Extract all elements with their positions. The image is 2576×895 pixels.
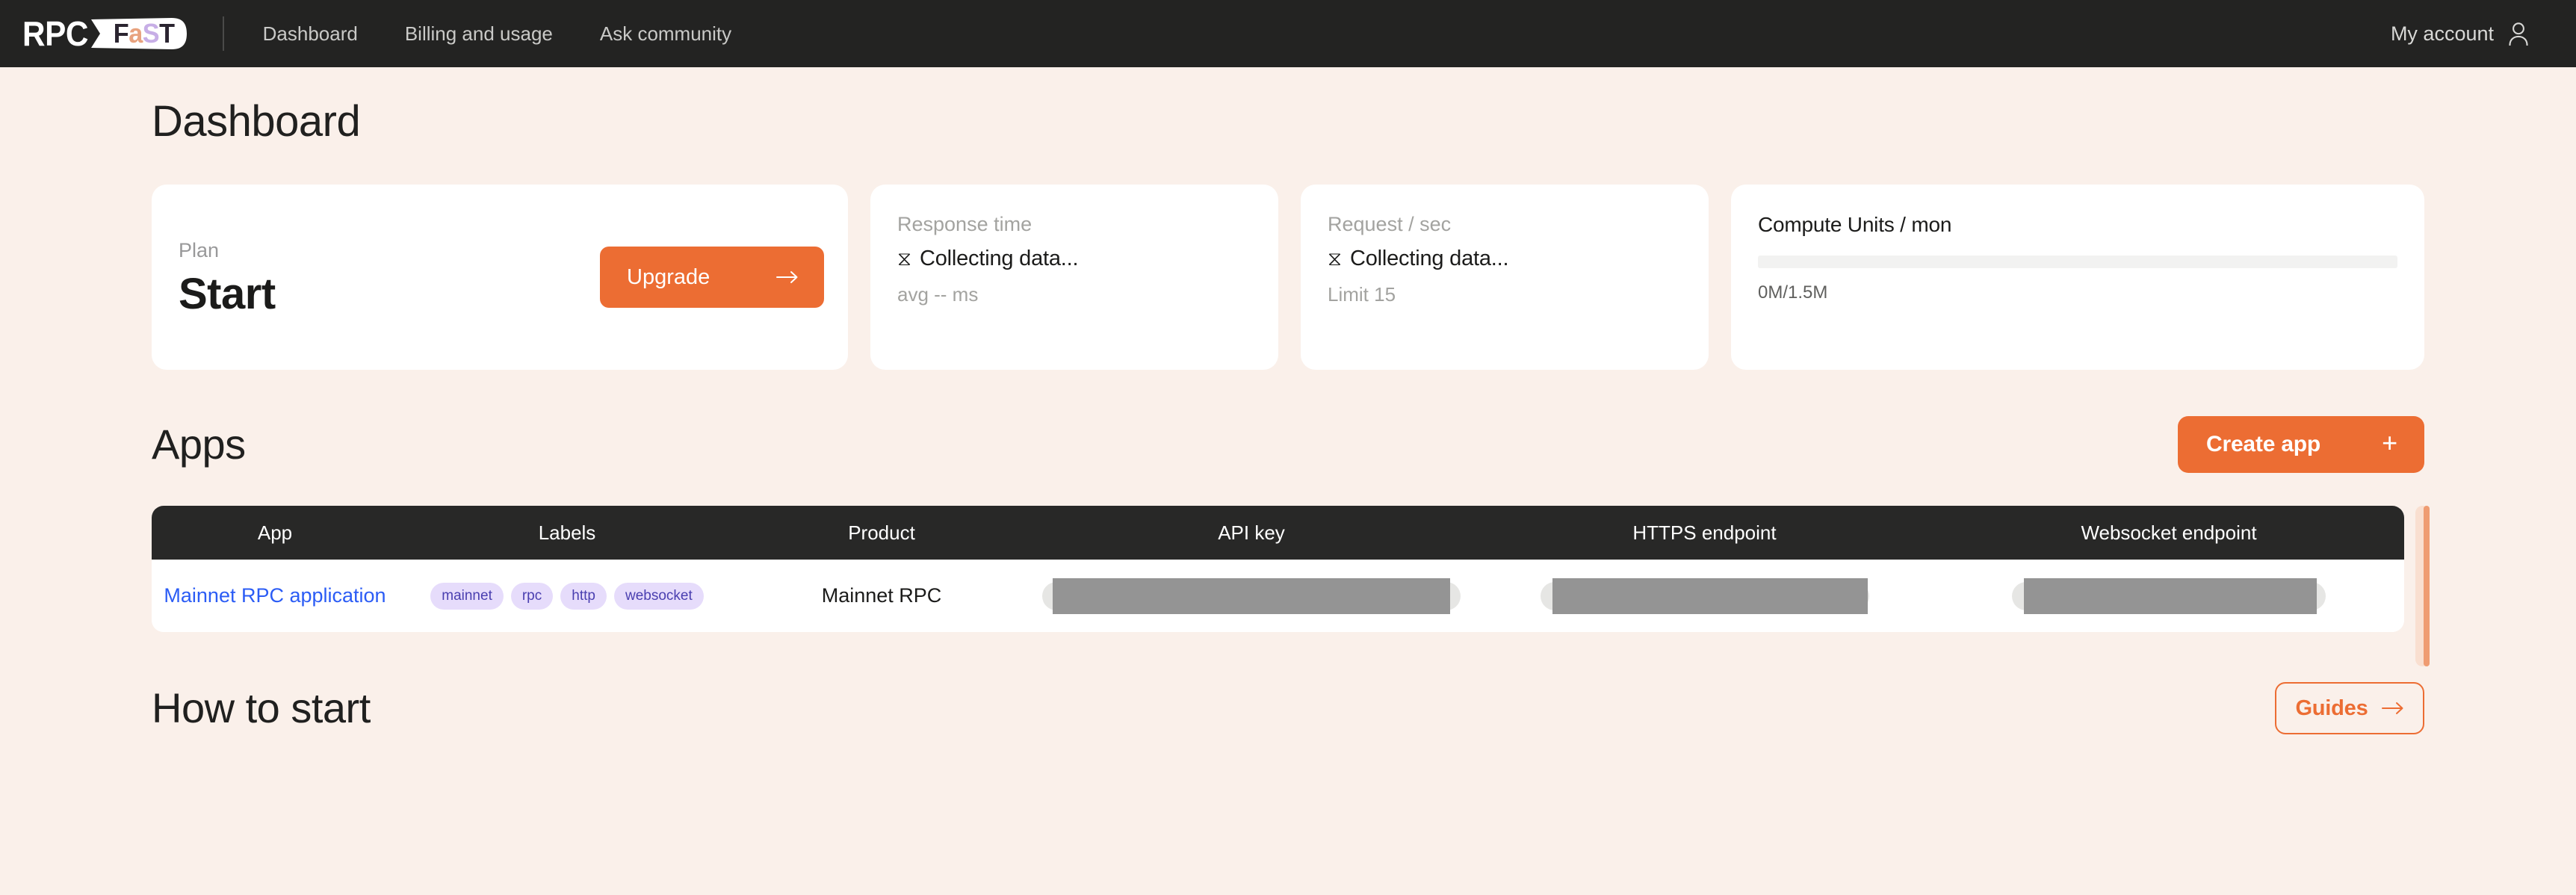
nav-item-dashboard[interactable]: Dashboard [262, 22, 358, 45]
arrow-right-icon [2381, 702, 2403, 714]
apps-section-title: Apps [152, 421, 246, 468]
stat-cards-row: Plan Start Upgrade Response time ⧖ Colle… [152, 185, 2424, 370]
how-to-start-header: How to start Guides [152, 682, 2424, 734]
logo-letter-t: T [158, 18, 175, 49]
hourglass-icon: ⧖ [897, 247, 911, 270]
table-cell-api-key [1027, 577, 1476, 614]
guides-button[interactable]: Guides [2275, 682, 2424, 734]
https-endpoint-field[interactable] [1540, 577, 1869, 614]
compute-units-progress-bar [1758, 256, 2397, 268]
logo-badge-letters: FaST [103, 20, 174, 47]
nav-item-ask-community[interactable]: Ask community [599, 22, 732, 45]
response-time-status: ⧖ Collecting data... [897, 248, 1251, 270]
product-name: Mainnet RPC [821, 584, 942, 607]
logo-badge-shape-icon [90, 18, 187, 49]
hourglass-icon: ⧖ [1328, 247, 1342, 270]
api-key-field[interactable] [1042, 577, 1461, 614]
response-time-card: Response time ⧖ Collecting data... avg -… [870, 185, 1278, 370]
my-account-label: My account [2390, 22, 2494, 45]
page-content: Dashboard Plan Start Upgrade Response ti… [0, 100, 2576, 734]
plan-card-text: Plan Start [179, 239, 276, 316]
response-time-label: Response time [897, 213, 1032, 235]
apps-section-header: Apps Create app + [152, 416, 2424, 473]
guides-button-label: Guides [2295, 696, 2368, 720]
compute-units-label: Compute Units / mon [1758, 213, 1952, 236]
table-header-product: Product [848, 521, 915, 544]
nav-links: Dashboard Billing and usage Ask communit… [263, 24, 732, 43]
label-pill-mainnet: mainnet [430, 582, 504, 610]
table-header-labels: Labels [538, 521, 596, 544]
logo-badge-fast: FaST [90, 17, 187, 50]
logo-letter-s: S [142, 18, 159, 49]
create-app-button[interactable]: Create app + [2178, 416, 2424, 473]
compute-units-card: Compute Units / mon 0M/1.5M [1731, 185, 2424, 370]
logo-letter-a: a [128, 18, 143, 49]
nav-divider [222, 16, 224, 51]
my-account-button[interactable]: My account [2391, 22, 2530, 46]
table-cell-product: Mainnet RPC [736, 586, 1027, 606]
label-pill-http: http [560, 582, 607, 610]
top-navigation-bar: RPC FaST Dashboard Billing and usage Ask… [0, 0, 2576, 67]
request-per-sec-status: ⧖ Collecting data... [1328, 248, 1682, 270]
upgrade-button-label: Upgrade [627, 264, 710, 289]
plus-icon: + [2382, 427, 2397, 458]
table-header-https-endpoint: HTTPS endpoint [1632, 521, 1777, 544]
table-header-api-key: API key [1218, 521, 1285, 544]
request-per-sec-status-text: Collecting data... [1349, 247, 1509, 270]
apps-table: App Labels Product API key HTTPS endpoin… [152, 506, 2404, 632]
table-cell-websocket-endpoint [1933, 577, 2404, 614]
table-cell-https-endpoint [1476, 577, 1933, 614]
user-icon [2509, 22, 2528, 46]
api-key-redaction-overlay [1053, 577, 1450, 614]
table-row: Mainnet RPC application mainnet rpc http… [152, 560, 2404, 632]
https-endpoint-redaction-overlay [1552, 577, 1868, 614]
apps-table-scrollbar[interactable] [2415, 506, 2430, 666]
request-per-sec-card: Request / sec ⧖ Collecting data... Limit… [1301, 185, 1709, 370]
label-pill-websocket: websocket [613, 582, 704, 610]
apps-table-header-row: App Labels Product API key HTTPS endpoin… [152, 506, 2404, 560]
compute-units-value: 0M/1.5M [1758, 282, 1828, 303]
table-header-websocket-endpoint: Websocket endpoint [2081, 521, 2257, 544]
how-to-start-title: How to start [152, 684, 371, 731]
table-header-app: App [257, 521, 293, 544]
page-title: Dashboard [152, 97, 361, 146]
logo-letter-f: F [113, 18, 129, 49]
response-time-sub: avg -- ms [897, 283, 979, 306]
brand-logo[interactable]: RPC FaST [22, 0, 187, 67]
app-name-link[interactable]: Mainnet RPC application [164, 584, 386, 607]
logo-text-rpc: RPC [22, 14, 88, 53]
create-app-button-label: Create app [2206, 432, 2321, 456]
websocket-endpoint-redaction-overlay [2024, 577, 2317, 614]
plan-label: Plan [179, 238, 220, 261]
plan-value: Start [179, 269, 276, 318]
table-cell-labels: mainnet rpc http websocket [398, 582, 736, 610]
request-per-sec-label: Request / sec [1328, 213, 1452, 235]
apps-table-scrollbar-thumb[interactable] [2424, 506, 2430, 666]
upgrade-button[interactable]: Upgrade [600, 247, 824, 308]
plan-card: Plan Start Upgrade [152, 185, 848, 370]
response-time-status-text: Collecting data... [919, 247, 1079, 270]
table-cell-app: Mainnet RPC application [152, 586, 398, 606]
websocket-endpoint-field[interactable] [2012, 577, 2326, 614]
arrow-right-icon [776, 271, 798, 283]
request-per-sec-sub: Limit 15 [1328, 283, 1396, 306]
apps-table-wrapper: App Labels Product API key HTTPS endpoin… [152, 506, 2430, 666]
nav-item-billing-and-usage[interactable]: Billing and usage [404, 22, 553, 45]
label-pill-rpc: rpc [510, 582, 554, 610]
